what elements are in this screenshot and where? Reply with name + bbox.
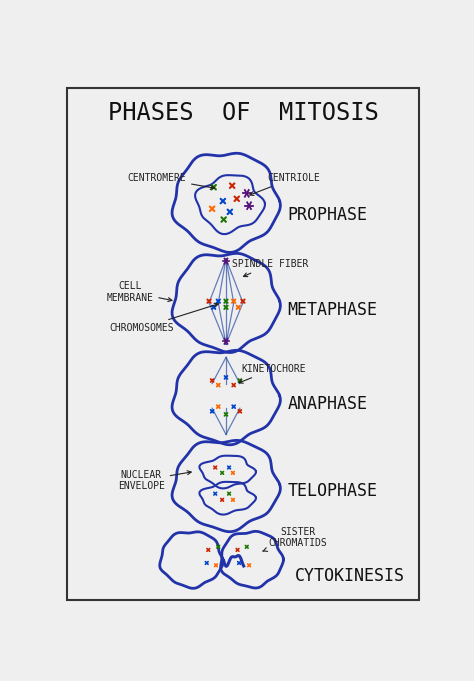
Text: METAPHASE: METAPHASE [288,302,378,319]
Text: CELL
MEMBRANE: CELL MEMBRANE [106,281,172,303]
Text: CENTRIOLE: CENTRIOLE [250,173,320,195]
Text: SPINDLE FIBER: SPINDLE FIBER [232,259,309,276]
Text: PHASES  OF  MITOSIS: PHASES OF MITOSIS [108,101,378,125]
Text: KINETOCHORE: KINETOCHORE [239,364,306,383]
Text: CHROMOSOMES: CHROMOSOMES [109,303,219,333]
Text: TELOPHASE: TELOPHASE [288,481,378,500]
Text: PROPHASE: PROPHASE [288,206,367,224]
Text: CENTROMERE: CENTROMERE [128,173,214,189]
Text: SISTER
CHROMATIDS: SISTER CHROMATIDS [263,527,327,552]
Text: ANAPHASE: ANAPHASE [288,394,367,413]
Text: NUCLEAR
ENVELOPE: NUCLEAR ENVELOPE [118,470,191,492]
Text: CYTOKINESIS: CYTOKINESIS [295,567,405,585]
